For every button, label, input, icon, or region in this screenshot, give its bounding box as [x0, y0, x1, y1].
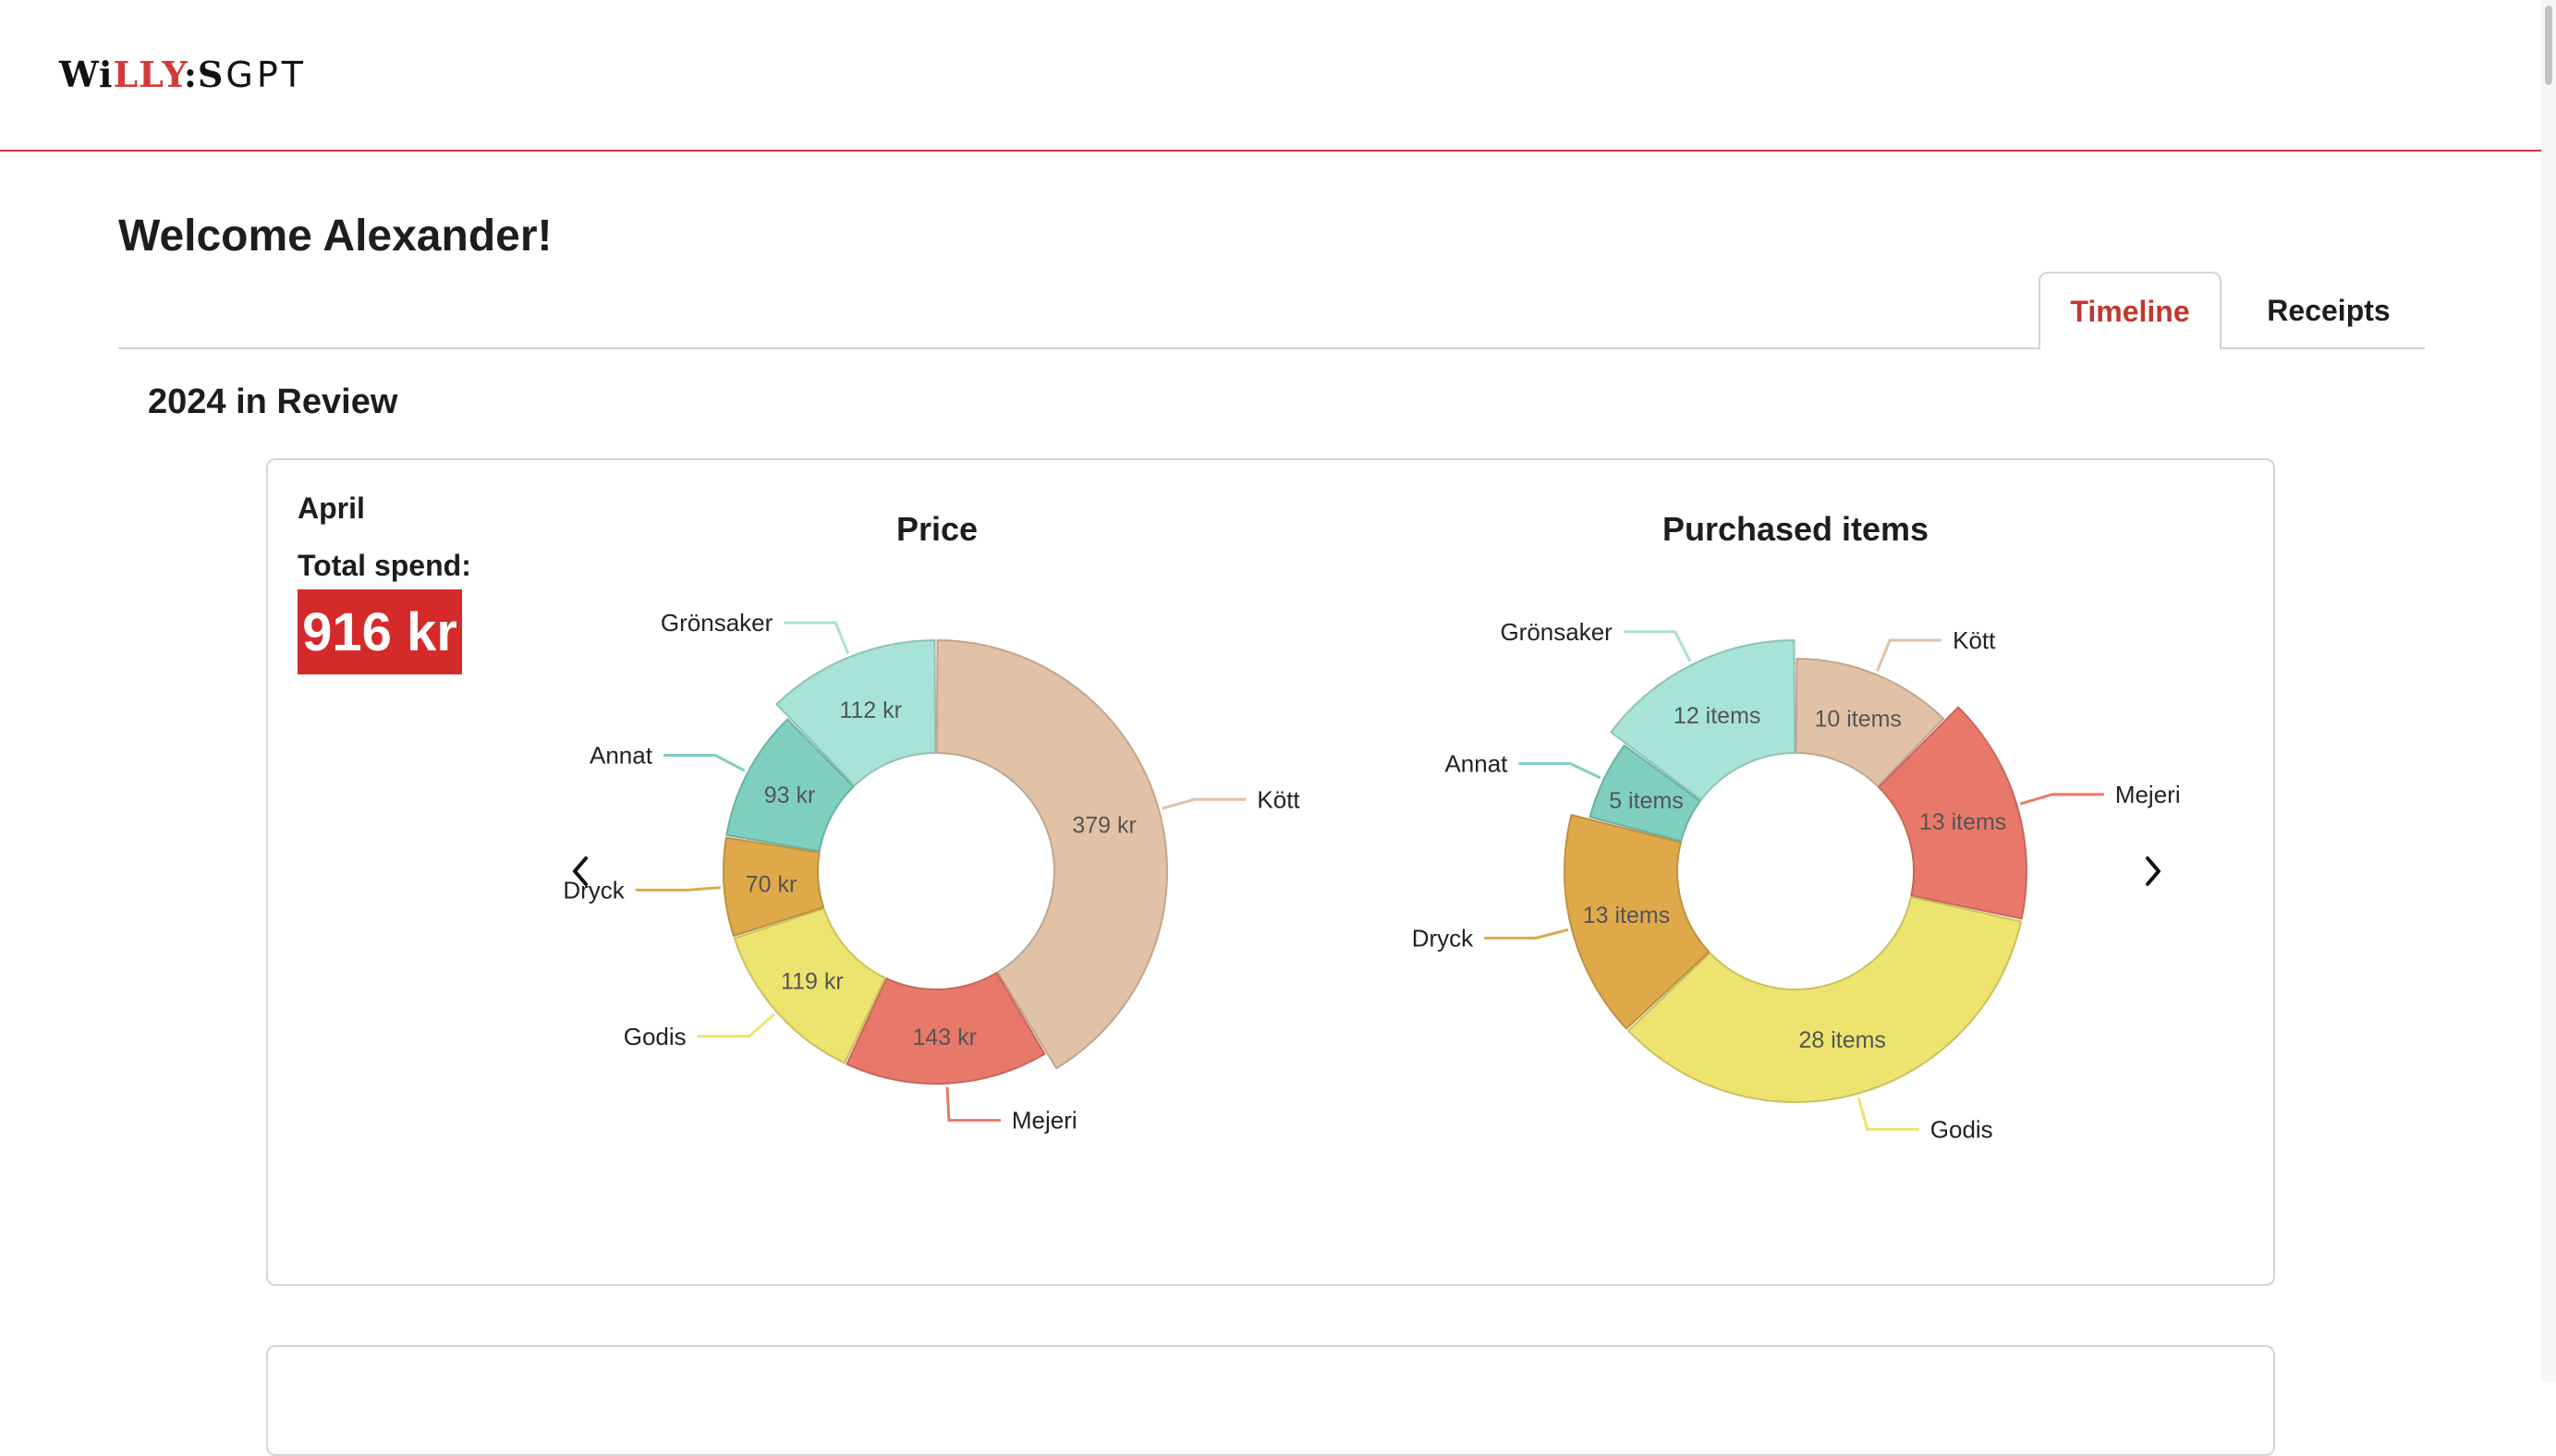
items-slice-gronsaker-leader-line	[1623, 630, 1692, 662]
price-slice-mejeri-label: Mejeri	[1012, 1107, 1077, 1134]
items-slice-kott[interactable]	[1795, 658, 1945, 788]
items-slice-mejeri-value: 13 items	[1919, 809, 2006, 835]
price-donut-chart: 379 kr Kött 143 kr Mejeri 119 kr Godis 70 kr Dr…	[563, 609, 1300, 1134]
welcome-heading: Welcome Alexander!	[118, 212, 553, 261]
items-slice-dryck-label: Dryck	[1412, 924, 1474, 952]
tab-receipts[interactable]: Receipts	[2267, 293, 2391, 327]
price-slice-gronsaker-value: 112 kr	[839, 698, 902, 723]
total-spend-label: Total spend:	[298, 549, 471, 582]
items-slice-godis[interactable]	[1627, 895, 2023, 1103]
items-slice-dryck-value: 13 items	[1583, 903, 1670, 928]
items-slice-godis-label: Godis	[1930, 1115, 1993, 1143]
items-chart-title: Purchased items	[1661, 510, 1929, 548]
total-spend-value: 916 kr	[298, 589, 462, 674]
items-donut-chart: 10 items Kött 13 items Mejeri 28 items Godis 1…	[1412, 618, 2181, 1144]
logo-brand-part-1: Wi	[59, 54, 114, 95]
price-slice-annat-leader-line	[663, 753, 746, 772]
items-slice-dryck[interactable]	[1564, 814, 1710, 1030]
scrollbar-thumb[interactable]	[2545, 6, 2552, 85]
logo-suffix: GPT	[225, 55, 307, 95]
price-slice-godis[interactable]	[733, 907, 886, 1064]
price-slice-gronsaker[interactable]	[775, 639, 937, 787]
items-slice-annat-leader-line	[1518, 762, 1601, 780]
chevron-left-icon	[573, 856, 588, 886]
items-slice-gronsaker-label: Grönsaker	[1500, 618, 1613, 646]
logo-brand-part-2: LLY	[113, 54, 184, 95]
items-slice-kott-value: 10 items	[1814, 706, 1901, 732]
app-header: WiLLY:S GPT	[0, 0, 2541, 152]
items-slice-annat-label: Annat	[1444, 750, 1508, 778]
logo[interactable]: WiLLY:S GPT	[59, 54, 307, 100]
items-slice-annat-value: 5 items	[1609, 788, 1684, 814]
items-slice-annat[interactable]	[1588, 744, 1701, 843]
tab-timeline[interactable]: Timeline	[2039, 272, 2221, 349]
items-slice-gronsaker[interactable]	[1610, 639, 1796, 801]
items-slice-kott-label: Kött	[1953, 626, 1996, 654]
page-scrollbar[interactable]	[2541, 0, 2556, 1382]
price-slice-dryck-label: Dryck	[563, 876, 625, 904]
price-slice-kott[interactable]	[935, 639, 1168, 1070]
review-title: 2024 in Review	[148, 382, 398, 421]
price-chart-title: Price	[895, 510, 979, 548]
items-slice-mejeri-leader-line	[2019, 793, 2104, 806]
logo-brand: WiLLY:S	[59, 54, 224, 95]
price-slice-mejeri-leader-line	[945, 1086, 1001, 1122]
items-slice-godis-leader-line	[1856, 1097, 1919, 1131]
items-slice-kott-leader-line	[1876, 638, 1942, 672]
price-slice-dryck-leader-line	[635, 886, 721, 892]
price-slice-annat[interactable]	[725, 718, 855, 853]
items-slice-mejeri-label: Mejeri	[2115, 781, 2181, 808]
price-slice-mejeri-value: 143 kr	[912, 1025, 976, 1050]
price-slice-kott-leader-line	[1162, 797, 1247, 810]
items-slice-gronsaker-value: 12 items	[1674, 703, 1760, 729]
items-slice-mejeri[interactable]	[1878, 706, 2027, 920]
price-slice-gronsaker-leader-line	[784, 621, 850, 655]
price-slice-godis-leader-line	[697, 1013, 775, 1038]
price-slice-kott-label: Kött	[1257, 785, 1300, 813]
tabs-divider	[118, 347, 2425, 349]
chevron-right-icon	[2146, 856, 2160, 886]
items-slice-godis-value: 28 items	[1798, 1027, 1885, 1053]
items-slice-dryck-leader-line	[1484, 928, 1569, 940]
prev-month-button[interactable]	[562, 848, 599, 894]
next-month-button[interactable]	[2135, 848, 2172, 894]
logo-brand-part-3: :S	[183, 54, 225, 95]
price-slice-dryck-value: 70 kr	[746, 871, 797, 897]
price-slice-godis-value: 119 kr	[781, 969, 844, 995]
price-slice-mejeri[interactable]	[846, 972, 1046, 1085]
price-slice-dryck[interactable]	[723, 836, 825, 938]
price-slice-gronsaker-label: Grönsaker	[661, 609, 773, 637]
price-slice-annat-value: 93 kr	[764, 783, 816, 808]
month-label: April	[298, 491, 365, 525]
price-slice-annat-label: Annat	[590, 741, 653, 769]
price-slice-kott-value: 379 kr	[1072, 812, 1136, 838]
price-slice-godis-label: Godis	[624, 1023, 687, 1050]
